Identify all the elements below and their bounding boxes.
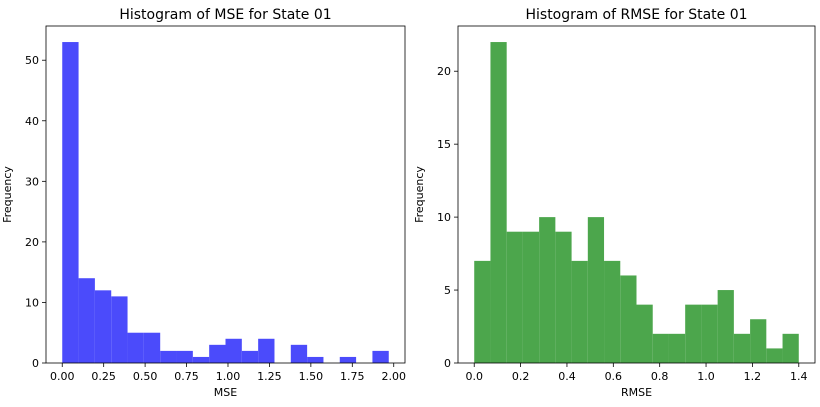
- rmse-bar-16: [733, 333, 751, 363]
- rmse-plot-frame: [457, 25, 816, 364]
- mse-chart-title: Histogram of MSE for State 01: [119, 7, 331, 23]
- rmse-bar-6: [571, 260, 588, 363]
- mse-bar-14: [290, 344, 308, 363]
- mse-histogram: 0.00 0.25 0.50 0.75 1.00 1.25 1.50 1.75 2.00 0 10 2…: [1, 7, 406, 399]
- mse-plot-frame: [45, 25, 406, 364]
- rmse-bar-3: [522, 231, 540, 363]
- rmse-bar-2: [506, 231, 523, 363]
- rmse-ytick-label: 0: [444, 357, 451, 370]
- mse-xtick-label: 1.00: [216, 370, 241, 383]
- rmse-bar-1: [490, 42, 507, 364]
- mse-xtick-label: 1.50: [299, 370, 324, 383]
- rmse-bar-17: [750, 319, 767, 363]
- mse-bar-8: [192, 356, 210, 363]
- mse-bar-7: [176, 350, 193, 363]
- rmse-ytick-label: 15: [437, 138, 451, 151]
- rmse-bar-12: [668, 333, 686, 363]
- mse-bar-6: [160, 350, 177, 363]
- mse-bar-10: [225, 338, 242, 363]
- rmse-xtick-label: 0.4: [558, 370, 576, 383]
- rmse-xtick-label: 0.6: [605, 370, 623, 383]
- rmse-bar-4: [539, 217, 556, 363]
- mse-bar-2: [94, 290, 112, 363]
- rmse-histogram: 0.0 0.2 0.4 0.6 0.8 1.0 1.2 1.4 0 5 10 15 20 Histogra…: [413, 7, 816, 399]
- mse-bar-4: [127, 332, 144, 363]
- mse-bar-19: [372, 350, 389, 363]
- rmse-xtick-label: 0.8: [651, 370, 669, 383]
- mse-bar-12: [258, 338, 275, 363]
- rmse-chart-title: Histogram of RMSE for State 01: [525, 7, 747, 23]
- rmse-xtick-label: 1.0: [697, 370, 715, 383]
- rmse-bar-11: [652, 333, 669, 363]
- rmse-xtick-label: 0.0: [465, 370, 483, 383]
- mse-bar-3: [111, 296, 128, 363]
- rmse-bar-18: [766, 348, 783, 363]
- rmse-xtick-label: 1.4: [790, 370, 808, 383]
- mse-ytick-label: 10: [25, 296, 39, 309]
- rmse-bar-5: [555, 231, 572, 363]
- rmse-bar-19: [782, 333, 799, 363]
- rmse-bar-13: [685, 304, 702, 363]
- mse-xtick-label: 0.00: [50, 370, 75, 383]
- mse-ytick-label: 30: [25, 175, 39, 188]
- rmse-bar-14: [701, 304, 718, 363]
- mse-xtick-label: 0.50: [133, 370, 158, 383]
- mse-ytick-label: 40: [25, 115, 39, 128]
- mse-ytick-label: 0: [32, 357, 39, 370]
- rmse-ytick-label: 20: [437, 65, 451, 78]
- rmse-xtick-label: 0.2: [512, 370, 530, 383]
- rmse-ytick-label: 5: [444, 284, 451, 297]
- rmse-bar-7: [587, 217, 605, 363]
- mse-xtick-label: 2.00: [381, 370, 406, 383]
- rmse-bar-10: [636, 304, 653, 363]
- mse-xtick-label: 1.75: [340, 370, 365, 383]
- mse-xtick-label: 0.75: [174, 370, 199, 383]
- mse-xtick-label: 0.25: [91, 370, 116, 383]
- mse-y-axis-label: Frequency: [1, 166, 14, 223]
- mse-bar-17: [339, 356, 357, 363]
- mse-xtick-label: 1.25: [257, 370, 282, 383]
- rmse-bar-8: [604, 260, 621, 363]
- mse-bar-11: [241, 350, 259, 363]
- rmse-y-axis-label: Frequency: [413, 166, 426, 223]
- rmse-bar-9: [620, 275, 637, 363]
- mse-bar-0: [62, 42, 79, 364]
- rmse-x-axis-label: RMSE: [621, 386, 652, 399]
- mse-ytick-label: 20: [25, 236, 39, 249]
- mse-bar-9: [209, 344, 226, 363]
- rmse-ytick-label: 10: [437, 211, 451, 224]
- mse-bar-1: [78, 278, 95, 363]
- mse-x-axis-label: MSE: [214, 386, 237, 399]
- mse-bar-5: [143, 332, 161, 363]
- rmse-xtick-label: 1.2: [744, 370, 762, 383]
- mse-bar-15: [307, 356, 324, 363]
- rmse-bar-15: [717, 290, 734, 363]
- rmse-bar-0: [474, 260, 491, 363]
- mse-ytick-label: 50: [25, 54, 39, 67]
